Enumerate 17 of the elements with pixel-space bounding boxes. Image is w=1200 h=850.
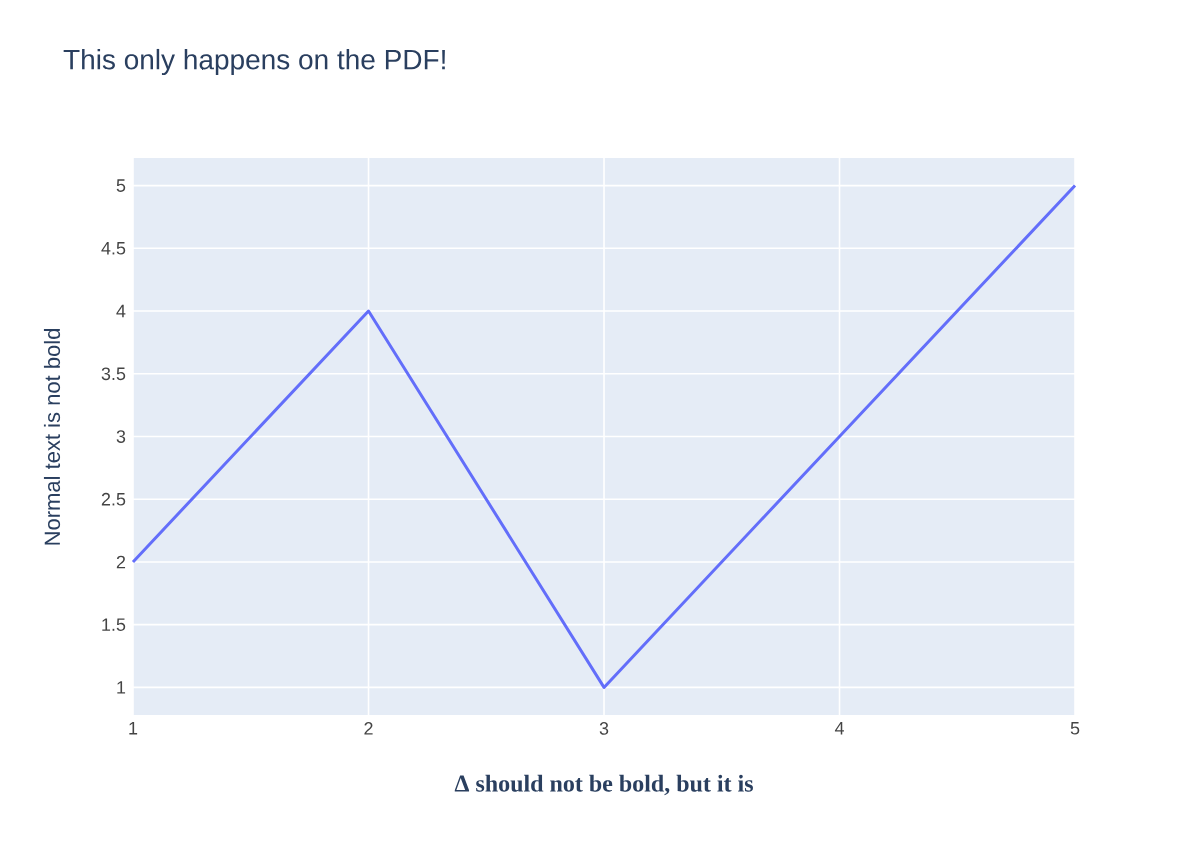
x-tick-label: 3 bbox=[599, 722, 609, 735]
x-axis-title: Δ should not be bold, but it is bbox=[454, 774, 753, 796]
y-tick-label: 4.5 bbox=[101, 242, 126, 255]
y-tick-label: 2.5 bbox=[101, 492, 126, 506]
y-tick-label: 3 bbox=[116, 430, 126, 443]
y-tick-label: 2 bbox=[116, 555, 126, 569]
x-tick-label: 1 bbox=[129, 722, 138, 735]
y-tick-label: 5 bbox=[116, 179, 126, 192]
y-tick-label: 1 bbox=[117, 681, 126, 694]
chart-title: This only happens on the PDF! bbox=[63, 48, 445, 76]
x-tick-label: 5 bbox=[1070, 722, 1080, 735]
y-tick-label: 4 bbox=[116, 304, 126, 318]
y-tick-label: 1.5 bbox=[102, 618, 126, 631]
x-tick-label: 4 bbox=[834, 722, 844, 735]
y-tick-label: 3.5 bbox=[101, 367, 126, 381]
y-axis-title: Normal text is not bold bbox=[43, 329, 61, 545]
x-tick-label: 2 bbox=[364, 722, 373, 735]
